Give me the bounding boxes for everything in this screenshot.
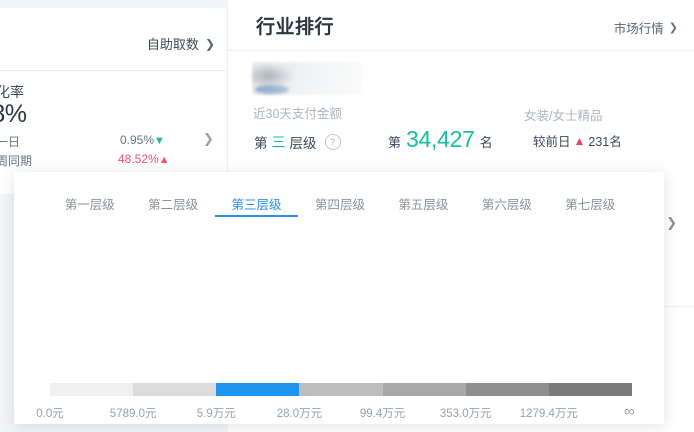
rank-delta-value: 231名 xyxy=(588,135,622,149)
tier-segment-2[interactable] xyxy=(133,383,217,396)
tier-segment-7[interactable] xyxy=(548,383,632,396)
tier-tab-underline xyxy=(214,215,299,217)
tier-segment-3[interactable] xyxy=(216,383,300,396)
tier-scale-labels: 0.0元 5789.0元 5.9万元 28.0万元 99.4万元 353.0万元 1279.… xyxy=(14,403,664,423)
chevron-right-icon: ❯ xyxy=(668,22,678,34)
left-card-expand-icon[interactable]: ❯ xyxy=(203,131,214,146)
rank-prefix: 第 xyxy=(388,135,402,150)
arrow-up-icon: ▲ xyxy=(158,154,170,166)
ranking-expand-icon[interactable]: ❯ xyxy=(666,215,677,230)
self-service-data-label: 自助取数 xyxy=(146,37,199,52)
question-mark-icon[interactable]: ? xyxy=(324,134,341,150)
compare-week-label: 一周同期 xyxy=(0,154,33,168)
compare-prev-day-number: 0.95% xyxy=(120,133,155,147)
category-label: 女装/女士精品 xyxy=(524,109,603,123)
compare-prev-day-value: 0.95%▼ xyxy=(120,133,165,147)
compare-week-value: 48.52%▲ xyxy=(118,152,170,166)
left-card-divider xyxy=(0,70,228,71)
chevron-right-icon: ❯ xyxy=(204,36,215,51)
arrow-up-icon: ▲ xyxy=(573,133,586,148)
tier-tab-7[interactable]: 第七层级 xyxy=(549,194,632,213)
tier-suffix: 层级 xyxy=(289,136,317,151)
scale-label-2: 5789.0元 xyxy=(109,408,157,420)
metric-value: 58% xyxy=(0,100,27,128)
tier-tab-4[interactable]: 第四层级 xyxy=(298,194,381,213)
shop-logo-swoosh xyxy=(255,85,289,94)
tier-tab-label: 第四层级 xyxy=(314,198,365,212)
tier-segment-6[interactable] xyxy=(465,383,549,396)
compare-prev-day-label: 前一日 xyxy=(0,135,21,149)
tier-tab-3[interactable]: 第三层级 xyxy=(214,194,299,217)
header-divider xyxy=(228,50,694,51)
tier-tab-2[interactable]: 第二层级 xyxy=(131,194,214,213)
tier-tab-label: 第一层级 xyxy=(64,198,115,212)
tier-segment-4[interactable] xyxy=(299,383,383,396)
scale-label-3: 5.9万元 xyxy=(196,408,236,420)
market-trends-label: 市场行情 xyxy=(613,22,664,36)
tier-segment-1[interactable] xyxy=(50,383,134,396)
tier-prefix: 第 xyxy=(254,136,268,151)
scale-label-5: 99.4万元 xyxy=(359,408,406,420)
tier-tab-label: 第六层级 xyxy=(481,198,532,212)
tier-tab-1[interactable]: 第一层级 xyxy=(48,194,131,213)
tier-tab-label: 第三层级 xyxy=(231,198,282,212)
scale-label-6: 353.0万元 xyxy=(439,408,492,420)
tier-tab-label: 第二层级 xyxy=(148,198,199,212)
rank-display: 第 34,427 名 xyxy=(388,126,493,153)
arrow-down-icon: ▼ xyxy=(154,135,165,147)
left-metric-card: 自助取数 ❯ xyxy=(0,8,228,194)
tier-tab-5[interactable]: 第五层级 xyxy=(382,194,465,213)
metric-title: 付转化率 xyxy=(0,84,24,100)
tier-tab-label: 第五层级 xyxy=(398,198,449,212)
scale-label-7: 1279.4万元 xyxy=(519,408,578,420)
page-top-strip xyxy=(0,0,228,8)
tier-segment-5[interactable] xyxy=(382,383,466,396)
rank-suffix: 名 xyxy=(479,135,493,150)
page-title: 行业排行 xyxy=(256,17,335,38)
tier-value: 三 xyxy=(271,134,286,150)
tier-detail-overlay: 第一层级 第二层级 第三层级 第四层级 第五层级 第六层级 第七层级 0.0元 5789.0元… xyxy=(14,172,664,424)
tier-tab-6[interactable]: 第六层级 xyxy=(465,194,548,213)
tier-level-display: 第 三 层级 ? xyxy=(254,132,341,152)
scale-label-1: 0.0元 xyxy=(36,408,64,420)
rank-delta-label: 较前日 xyxy=(533,135,571,149)
rank-delta: 较前日 ▲ 231名 xyxy=(533,131,622,150)
rank-value: 34,427 xyxy=(406,126,475,152)
industry-ranking-header: 行业排行 市场行情 ❯ xyxy=(228,0,694,52)
market-trends-link[interactable]: 市场行情 ❯ xyxy=(614,18,678,37)
scale-label-infinity: ∞ xyxy=(624,403,635,420)
tier-gradient-bar xyxy=(50,383,632,396)
payment-amount-caption: 近30天支付金额 xyxy=(253,107,342,121)
compare-week-number: 48.52% xyxy=(118,152,159,166)
scale-label-4: 28.0万元 xyxy=(276,408,323,420)
tier-tab-label: 第七层级 xyxy=(565,198,616,212)
self-service-data-link[interactable]: 自助取数 ❯ xyxy=(147,34,215,53)
tier-tab-list: 第一层级 第二层级 第三层级 第四层级 第五层级 第六层级 第七层级 xyxy=(48,194,632,217)
